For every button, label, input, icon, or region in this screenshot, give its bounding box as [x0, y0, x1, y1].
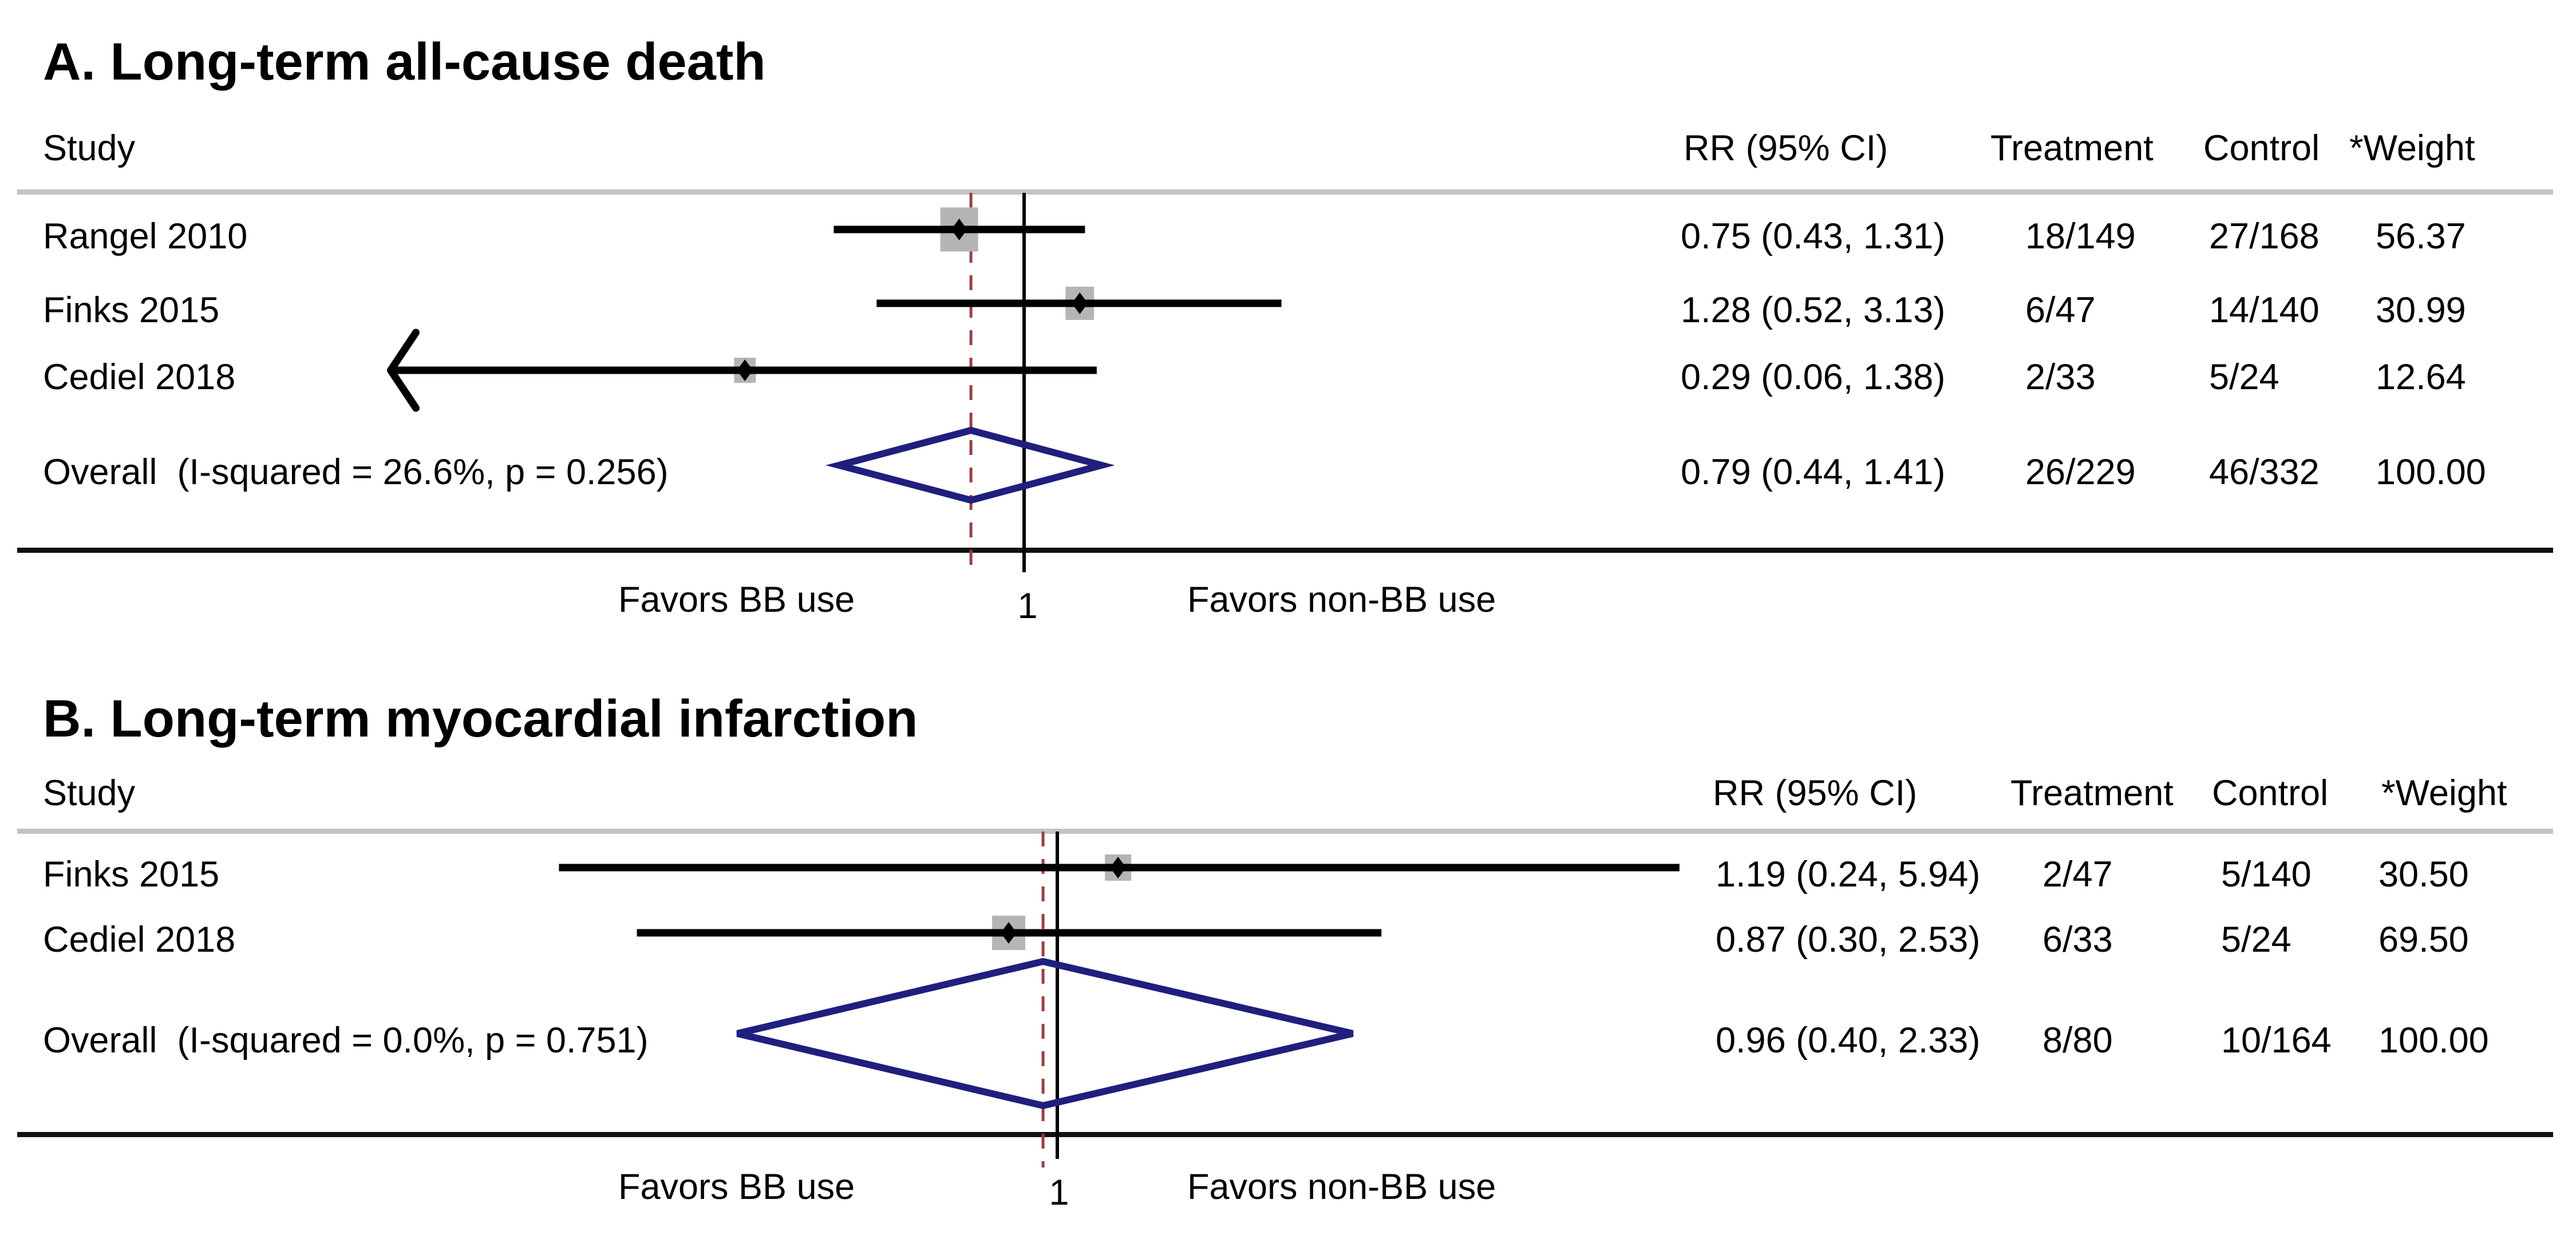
axis-separator [17, 548, 2553, 553]
point-estimate-marker [1072, 292, 1088, 314]
control-value: 5/24 [2209, 357, 2279, 397]
study-label: Cediel 2018 [43, 357, 236, 397]
study-label: Finks 2015 [43, 290, 220, 330]
panel-b-col-treatment: Treatment [2010, 773, 2174, 813]
weight-value: 12.64 [2376, 357, 2466, 397]
point-estimate-marker [1001, 922, 1017, 944]
study-label: Rangel 2010 [43, 216, 248, 256]
point-estimate-marker [1110, 857, 1127, 878]
control-value: 14/140 [2209, 290, 2320, 330]
treatment-value: 6/33 [2042, 920, 2113, 960]
overall-control: 46/332 [2209, 452, 2320, 492]
rr-value: 0.75 (0.43, 1.31) [1681, 216, 1946, 256]
treatment-value: 18/149 [2025, 216, 2136, 256]
axis-left-label: Favors BB use [618, 1167, 855, 1207]
panel-a-title: A. Long-term all-cause death [43, 33, 766, 91]
control-value: 5/24 [2221, 920, 2291, 960]
overall-rr: 0.79 (0.44, 1.41) [1681, 452, 1946, 492]
panel-b-title: B. Long-term myocardial infarction [43, 690, 918, 748]
treatment-value: 6/47 [2025, 290, 2096, 330]
overall-rr: 0.96 (0.40, 2.33) [1716, 1020, 1981, 1060]
panel-b-col-weight: *Weight [2381, 773, 2507, 813]
point-estimate-marker [737, 359, 753, 381]
study-label: Finks 2015 [43, 854, 220, 894]
treatment-value: 2/47 [2042, 854, 2113, 894]
panel-b-col-control: Control [2212, 773, 2329, 813]
overall-diamond [736, 957, 1354, 1110]
rr-value: 1.19 (0.24, 5.94) [1716, 854, 1981, 894]
axis-left-label: Favors BB use [618, 580, 855, 620]
overall-treatment: 8/80 [2042, 1020, 2113, 1060]
panel-b-col-rr: RR (95% CI) [1713, 773, 1918, 813]
rr-value: 1.28 (0.52, 3.13) [1681, 290, 1946, 330]
ci-clip-arrow [387, 328, 420, 412]
axis-tick-label: 1 [1017, 586, 1038, 626]
header-separator [17, 189, 2553, 195]
overall-diamond [825, 426, 1115, 504]
panel-a-col-weight: *Weight [2349, 128, 2475, 168]
panel-b-col-study: Study [43, 773, 136, 813]
treatment-value: 2/33 [2025, 357, 2096, 397]
rr-value: 0.87 (0.30, 2.53) [1716, 920, 1981, 960]
overall-weight: 100.00 [2379, 1020, 2489, 1060]
panel-a-col-treatment: Treatment [1990, 128, 2154, 168]
axis-right-label: Favors non-BB use [1187, 580, 1496, 620]
weight-value: 56.37 [2376, 216, 2466, 256]
control-value: 5/140 [2221, 854, 2312, 894]
weight-value: 30.99 [2376, 290, 2466, 330]
weight-value: 69.50 [2379, 920, 2469, 960]
header-separator [17, 829, 2553, 834]
overall-control: 10/164 [2221, 1020, 2332, 1060]
rr-value: 0.29 (0.06, 1.38) [1681, 357, 1946, 397]
study-label: Cediel 2018 [43, 920, 236, 960]
overall-label: Overall (I-squared = 0.0%, p = 0.751) [43, 1020, 649, 1060]
axis-right-label: Favors non-BB use [1187, 1167, 1496, 1207]
axis-tick-label: 1 [1049, 1173, 1069, 1213]
weight-value: 30.50 [2379, 854, 2469, 894]
point-estimate-marker [951, 219, 967, 240]
panel-a-col-study: Study [43, 128, 136, 168]
axis-separator [17, 1132, 2553, 1137]
panel-a-col-control: Control [2203, 128, 2320, 168]
control-value: 27/168 [2209, 216, 2320, 256]
overall-label: Overall (I-squared = 26.6%, p = 0.256) [43, 452, 669, 492]
panel-a-col-rr: RR (95% CI) [1684, 128, 1888, 168]
overall-weight: 100.00 [2376, 452, 2486, 492]
overall-treatment: 26/229 [2025, 452, 2136, 492]
